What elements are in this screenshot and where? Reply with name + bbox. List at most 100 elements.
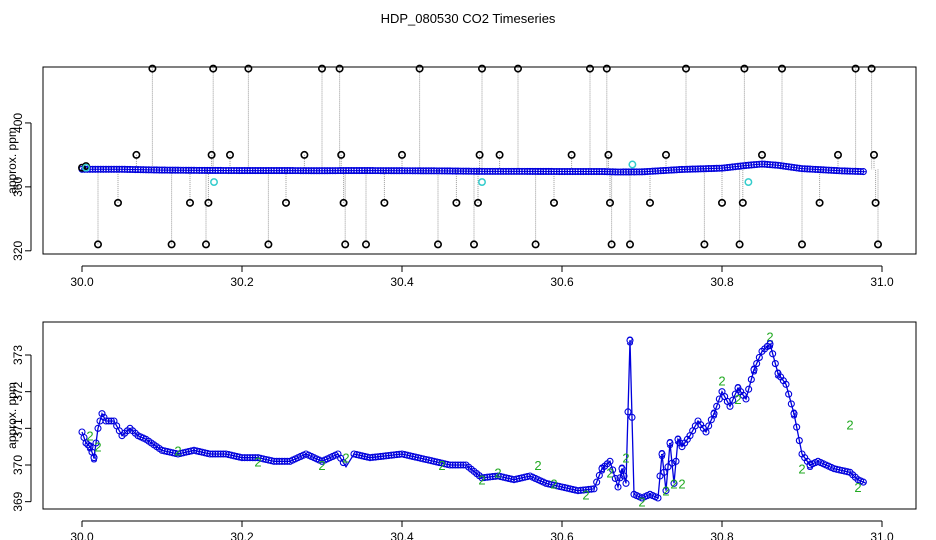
baseline-point bbox=[131, 166, 139, 174]
baseline-point bbox=[470, 167, 478, 175]
series-3-point bbox=[707, 416, 715, 424]
series-3-point bbox=[275, 457, 283, 465]
outlier-point bbox=[477, 64, 486, 73]
baseline-point bbox=[366, 167, 374, 175]
baseline-point bbox=[265, 167, 273, 175]
top-x-tick-label: 30.6 bbox=[550, 275, 574, 289]
top-ylabel: approx. ppm bbox=[5, 127, 19, 194]
outlier-point bbox=[873, 240, 882, 249]
series-3-point bbox=[672, 457, 680, 465]
baseline-point bbox=[657, 167, 665, 175]
baseline-point bbox=[779, 162, 787, 170]
baseline-point bbox=[179, 166, 187, 174]
bottom-ylabel: approx. ppm bbox=[5, 382, 19, 449]
baseline-point bbox=[545, 167, 553, 176]
baseline-point bbox=[182, 166, 190, 174]
baseline-point bbox=[315, 167, 323, 175]
baseline-point bbox=[835, 167, 843, 175]
baseline-point bbox=[686, 165, 694, 173]
baseline-point bbox=[654, 167, 662, 175]
series-3-point bbox=[571, 486, 579, 494]
baseline-point bbox=[795, 164, 803, 172]
baseline-point bbox=[499, 167, 507, 175]
outlier-point bbox=[202, 240, 211, 249]
bottom-y-tick-label: 371 bbox=[11, 418, 25, 438]
baseline-point bbox=[281, 167, 289, 175]
series-3-point bbox=[611, 474, 619, 482]
series-3-point bbox=[747, 375, 755, 383]
bottom-y-tick-label: 370 bbox=[11, 455, 25, 475]
baseline-point bbox=[123, 165, 131, 173]
outlier-point bbox=[645, 198, 654, 207]
baseline-point bbox=[526, 167, 534, 175]
series-3-point bbox=[606, 457, 614, 465]
baseline-point bbox=[817, 166, 825, 174]
outlier-point bbox=[380, 198, 389, 207]
baseline-point bbox=[305, 167, 313, 175]
baseline-point bbox=[803, 165, 811, 173]
series-3-point bbox=[726, 402, 734, 410]
baseline-point bbox=[857, 167, 865, 176]
bottom-y-axis: 369 370 371 372 373 bbox=[11, 345, 32, 512]
baseline-point bbox=[718, 164, 726, 172]
outlier-point bbox=[585, 64, 594, 73]
baseline-point bbox=[171, 166, 179, 174]
outlier-point bbox=[397, 150, 406, 159]
baseline-point bbox=[662, 166, 670, 174]
baseline-point bbox=[339, 167, 347, 175]
series-3-marker: 3 bbox=[86, 440, 93, 455]
baseline-point bbox=[486, 167, 494, 175]
baseline-point bbox=[585, 167, 593, 176]
outlier-point bbox=[337, 150, 346, 159]
baseline-point bbox=[219, 166, 227, 175]
baseline-point bbox=[187, 166, 195, 174]
baseline-point bbox=[681, 165, 689, 173]
baseline-point bbox=[475, 167, 483, 175]
baseline-point bbox=[563, 167, 571, 176]
baseline-point bbox=[542, 167, 550, 176]
series-3-point bbox=[385, 451, 393, 460]
outlier-point bbox=[209, 64, 218, 73]
baseline-point bbox=[377, 167, 385, 175]
series-3-marker: 3 bbox=[674, 432, 681, 447]
baseline-point bbox=[342, 167, 350, 175]
series-3-point bbox=[171, 449, 179, 457]
series-3-point bbox=[668, 459, 676, 467]
series-3-point bbox=[622, 479, 630, 487]
top-x-tick-label: 30.8 bbox=[710, 275, 734, 289]
series-2-marker: 2 bbox=[638, 495, 645, 510]
outlier-point bbox=[167, 240, 176, 249]
outlier-point bbox=[473, 198, 482, 207]
baseline-point bbox=[678, 165, 686, 174]
series-3-point bbox=[713, 402, 721, 410]
baseline-point bbox=[673, 166, 681, 174]
baseline-point bbox=[401, 167, 409, 175]
baseline-point bbox=[739, 162, 747, 170]
baseline-point bbox=[225, 166, 233, 175]
outlier-point bbox=[777, 64, 786, 73]
series-3-point bbox=[654, 494, 662, 502]
baseline-point bbox=[358, 167, 366, 175]
baseline-point bbox=[651, 167, 659, 175]
baseline-point bbox=[814, 165, 822, 174]
series-3-point bbox=[662, 487, 670, 495]
series-3-point bbox=[616, 474, 624, 482]
baseline-point bbox=[667, 166, 675, 174]
baseline-point bbox=[329, 167, 337, 175]
series-3-point bbox=[491, 472, 499, 480]
baseline-point bbox=[393, 167, 401, 175]
baseline-point bbox=[766, 161, 774, 169]
outlier-point bbox=[757, 150, 766, 159]
cyan-point bbox=[478, 178, 486, 187]
baseline-point bbox=[571, 167, 579, 176]
baseline-point bbox=[345, 167, 353, 175]
baseline-point bbox=[254, 167, 262, 175]
baseline-point bbox=[689, 165, 697, 173]
baseline-point bbox=[523, 167, 531, 175]
baseline-point bbox=[798, 165, 806, 173]
outlier-point bbox=[717, 198, 726, 207]
baseline-point bbox=[790, 163, 798, 172]
baseline-point bbox=[806, 165, 814, 173]
series-3-point bbox=[243, 454, 251, 462]
series-3-point bbox=[339, 459, 347, 467]
